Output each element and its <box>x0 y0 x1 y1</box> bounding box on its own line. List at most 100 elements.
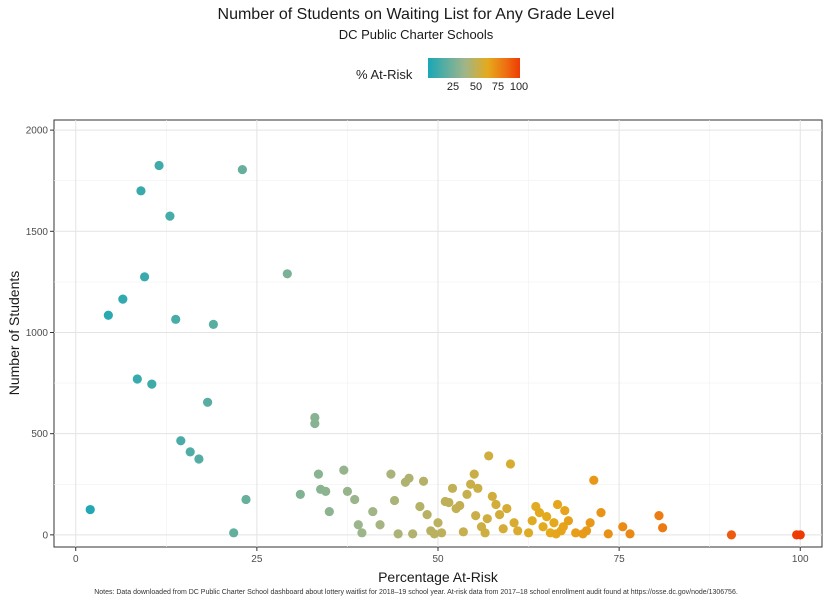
scatter-point <box>549 518 559 528</box>
scatter-point <box>429 529 439 539</box>
y-tick-label: 1500 <box>26 227 49 238</box>
scatter-point <box>726 530 737 540</box>
scatter-point <box>282 269 292 279</box>
scatter-point <box>353 520 363 530</box>
scatter-point <box>571 528 581 538</box>
chart-title: Number of Students on Waiting List for A… <box>217 6 615 23</box>
scatter-point <box>534 507 545 518</box>
x-tick-label: 75 <box>614 554 626 565</box>
scatter-point <box>208 319 218 329</box>
x-tick-label: 50 <box>432 554 444 565</box>
scatter-point <box>480 528 490 538</box>
scatter-point <box>466 479 476 489</box>
x-tick-label: 25 <box>251 554 263 565</box>
scatter-point <box>581 526 592 536</box>
scatter-point <box>386 469 396 479</box>
scatter-point <box>487 491 497 502</box>
scatter-point <box>433 518 443 528</box>
scatter-point <box>625 529 635 539</box>
scatter-point <box>473 483 483 493</box>
color-legend: % At-Risk 25 50 75 100 <box>356 56 556 96</box>
scatter-point <box>505 459 516 469</box>
scatter-point <box>171 314 181 324</box>
scatter-point <box>484 451 494 461</box>
scatter-point <box>618 522 628 532</box>
scatter-point <box>491 499 501 510</box>
scatter-point <box>368 506 378 517</box>
legend-color-bar <box>428 58 520 78</box>
scatter-point <box>471 511 481 521</box>
scatter-point <box>558 522 568 532</box>
scatter-point <box>658 523 668 533</box>
scatter-point <box>509 518 519 528</box>
scatter-point <box>408 529 418 539</box>
y-tick-label: 1000 <box>26 328 49 339</box>
scatter-point <box>165 211 175 221</box>
scatter-point <box>194 454 204 464</box>
legend-tick-50: 50 <box>469 81 483 93</box>
scatter-point <box>350 494 360 505</box>
scatter-point <box>310 418 320 429</box>
scatter-point <box>538 522 548 532</box>
legend-tick-25: 25 <box>446 81 460 93</box>
scatter-point <box>455 500 465 511</box>
scatter-point <box>462 489 472 499</box>
scatter-point <box>339 465 349 475</box>
x-tick-label: 100 <box>792 554 809 565</box>
data-points <box>85 160 805 540</box>
scatter-point <box>795 530 805 540</box>
scatter-point <box>132 374 142 384</box>
scatter-point <box>176 436 186 446</box>
scatter-point <box>494 510 505 520</box>
scatter-point <box>393 529 403 539</box>
scatter-point <box>542 512 552 522</box>
scatter-point <box>118 294 128 304</box>
scatter-point <box>203 397 213 407</box>
scatter-point <box>415 501 425 512</box>
legend-tick-75: 75 <box>491 81 505 93</box>
y-tick-label: 500 <box>31 429 48 440</box>
scatter-point <box>237 164 247 175</box>
scatter-point <box>357 528 367 538</box>
scatter-point <box>375 520 385 530</box>
scatter-point <box>527 516 537 526</box>
scatter-point <box>447 483 458 493</box>
scatter-point <box>342 486 353 496</box>
scatter-point <box>585 518 595 528</box>
scatter-point <box>437 528 447 538</box>
scatter-point <box>136 186 146 196</box>
scatter-point <box>560 505 570 516</box>
scatter-point <box>295 489 305 499</box>
footnote: Notes: Data downloaded from DC Public Ch… <box>94 589 738 596</box>
y-tick-label: 0 <box>42 530 48 541</box>
scatter-point <box>444 497 454 508</box>
scatter-point <box>498 524 508 534</box>
scatter-point <box>103 310 113 320</box>
scatter-point <box>389 495 400 506</box>
legend-title: % At-Risk <box>356 67 413 82</box>
scatter-point <box>513 526 523 536</box>
scatter-point <box>552 499 563 510</box>
legend-tick-100: 100 <box>509 81 529 93</box>
scatter-point <box>139 272 150 282</box>
scatter-point <box>229 528 239 538</box>
y-tick-label: 2000 <box>26 126 49 137</box>
scatter-point <box>147 379 157 389</box>
scatter-point <box>502 503 512 514</box>
scatter-point <box>596 507 606 518</box>
scatter-point <box>241 494 251 505</box>
scatter-point <box>654 511 664 521</box>
scatter-point <box>324 506 334 517</box>
scatter-point <box>85 504 95 515</box>
scatter-point <box>185 447 195 457</box>
major-grid <box>54 120 822 547</box>
y-axis-label: Number of Students <box>6 271 22 396</box>
scatter-point <box>589 475 599 485</box>
scatter-point <box>321 486 331 496</box>
x-tick-label: 0 <box>73 554 79 565</box>
scatter-point <box>482 514 492 524</box>
scatter-point <box>154 160 164 171</box>
chart-subtitle: DC Public Charter Schools <box>338 27 494 42</box>
